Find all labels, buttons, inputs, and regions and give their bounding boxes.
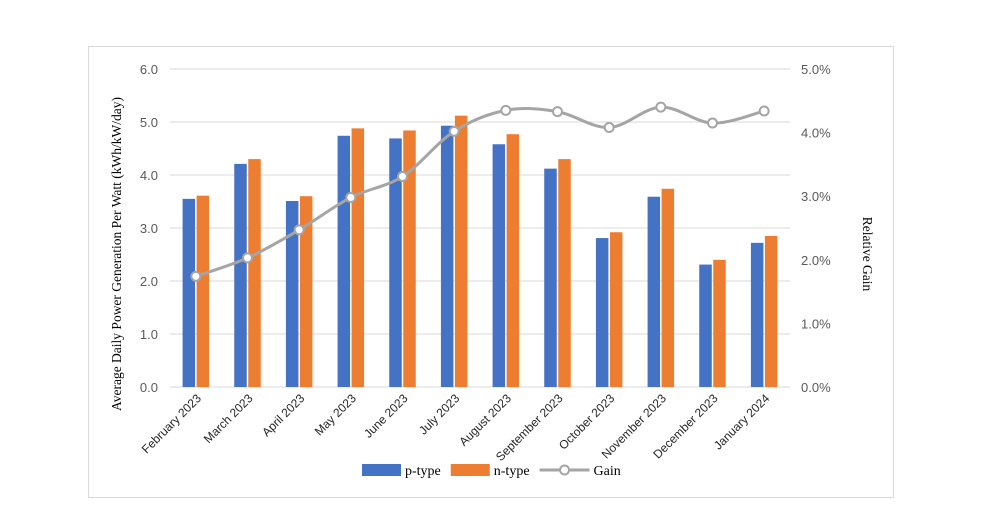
gain-line — [190, 101, 770, 282]
bar-n-type — [558, 159, 571, 387]
category-label: June 2023 — [361, 391, 411, 441]
left-tick-label: 1.0 — [140, 327, 158, 342]
gain-point — [448, 125, 460, 137]
right-tick-label: 4.0% — [801, 126, 831, 141]
left-axis-ticks: 0.0 1.0 2.0 3.0 4.0 5.0 6.0 — [140, 62, 158, 395]
left-tick-label: 5.0 — [140, 115, 158, 130]
bar-n-type — [403, 130, 416, 388]
bar-n-type — [248, 159, 261, 387]
bar-p-type — [595, 238, 609, 387]
bar-p-type — [750, 242, 764, 387]
bars — [182, 115, 778, 388]
bar-n-type — [351, 128, 365, 388]
category-label: March 2023 — [201, 391, 256, 446]
legend-item-p-type: p-type — [362, 464, 441, 479]
category-label: July 2023 — [416, 391, 462, 437]
gain-line-path — [195, 105, 765, 278]
right-axis-ticks: 0.0% 1.0% 2.0% 3.0% 4.0% 5.0% — [801, 62, 831, 395]
left-tick-label: 0.0 — [140, 380, 158, 395]
right-tick-label: 1.0% — [801, 316, 831, 331]
right-tick-label: 5.0% — [801, 62, 831, 77]
svg-text:p-type: p-type — [405, 464, 441, 479]
bar-p-type — [544, 168, 557, 387]
bar-n-type — [713, 259, 726, 387]
svg-text:n-type: n-type — [494, 464, 530, 479]
bar-p-type — [647, 196, 661, 387]
bar-n-type — [764, 235, 778, 387]
bar-n-type — [661, 188, 675, 387]
gain-point — [655, 101, 667, 113]
category-label: April 2023 — [259, 391, 307, 439]
legend: p-type n-type Gain — [362, 464, 621, 479]
left-tick-label: 3.0 — [140, 221, 158, 236]
gain-point — [758, 105, 770, 117]
category-label: January 2024 — [711, 391, 773, 453]
right-axis-label: Relative Gain — [860, 217, 875, 292]
gridlines — [170, 68, 790, 388]
bar-p-type — [337, 135, 351, 387]
left-tick-label: 6.0 — [140, 62, 158, 77]
legend-item-n-type: n-type — [450, 464, 530, 479]
gain-point — [707, 117, 718, 129]
bar-p-type — [699, 264, 712, 387]
right-tick-label: 3.0% — [801, 189, 831, 204]
left-axis-label: Average Daily Power Generation Per Watt … — [109, 97, 124, 411]
bar-p-type — [492, 144, 506, 387]
gain-point — [293, 224, 305, 236]
gain-point — [190, 270, 202, 282]
category-label: February 2023 — [139, 391, 204, 456]
bar-p-type — [182, 198, 196, 387]
gain-point — [397, 170, 408, 182]
bar-n-type — [454, 115, 468, 387]
bar-n-type — [196, 195, 210, 387]
svg-text:Gain: Gain — [594, 464, 621, 479]
category-label: May 2023 — [312, 391, 359, 438]
gain-point — [552, 106, 563, 118]
right-tick-label: 0.0% — [801, 380, 831, 395]
gain-point — [603, 122, 615, 134]
bar-n-type — [299, 196, 313, 387]
legend-item-Gain: Gain — [539, 464, 621, 479]
bar-n-type — [609, 232, 623, 387]
gain-point — [345, 191, 357, 203]
right-tick-label: 2.0% — [801, 253, 831, 268]
left-tick-label: 4.0 — [140, 168, 158, 183]
bar-p-type — [285, 200, 299, 387]
bar-p-type — [389, 138, 402, 387]
gain-point — [242, 252, 253, 264]
bar-p-type — [234, 163, 247, 387]
left-tick-label: 2.0 — [140, 274, 158, 289]
bar-n-type — [506, 134, 520, 387]
bar-p-type — [440, 125, 454, 388]
gain-point — [500, 104, 512, 116]
